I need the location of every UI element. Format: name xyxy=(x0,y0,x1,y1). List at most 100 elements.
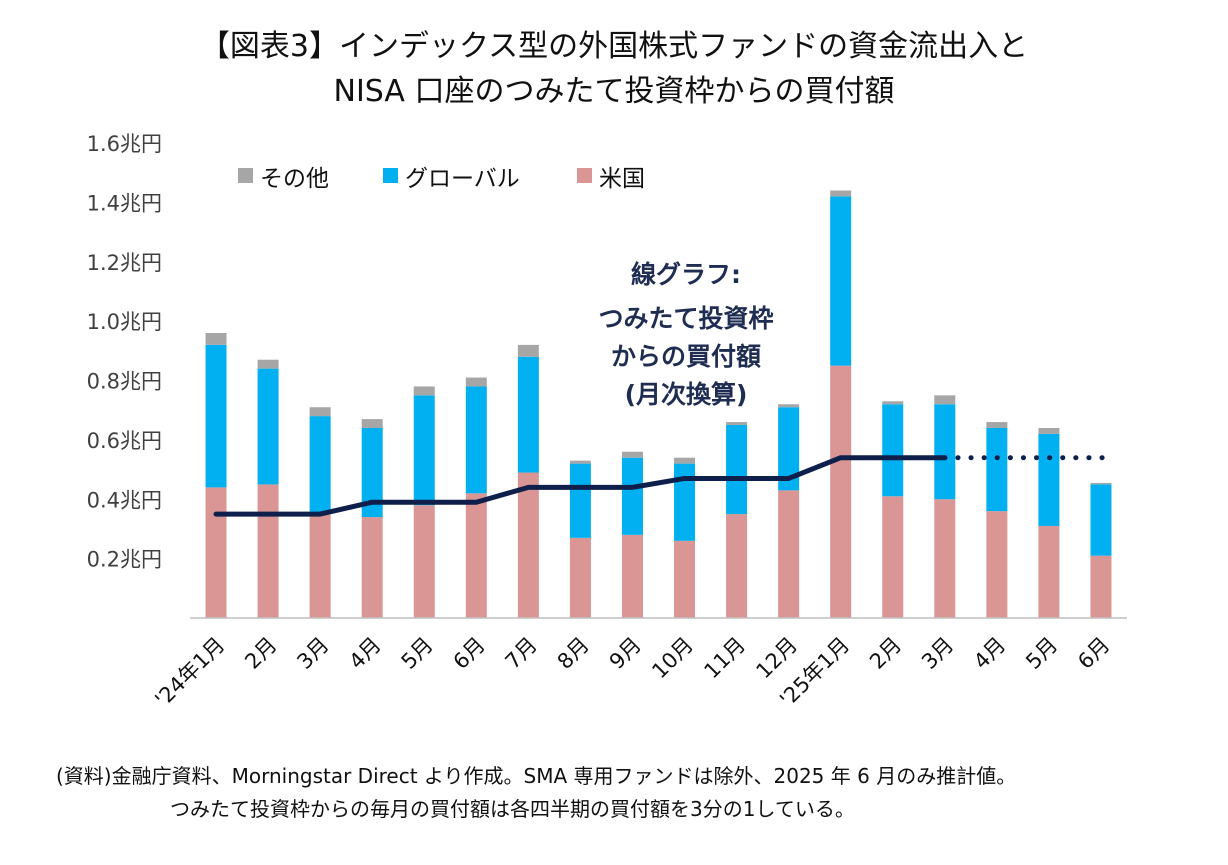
x-tick-label: 5月 xyxy=(397,633,438,674)
bar-other-segment xyxy=(1090,482,1112,485)
bar-us-segment xyxy=(1038,525,1060,618)
bar-other-segment xyxy=(205,333,227,345)
chart-title-line-2: NISA 口座のつみたて投資枠からの買付額 xyxy=(334,74,895,109)
x-tick-label: 11月 xyxy=(699,633,750,684)
legend-swatch-other xyxy=(238,168,253,183)
bar-global-segment xyxy=(205,344,227,488)
bar-other-segment xyxy=(569,460,591,464)
bar-global-segment xyxy=(465,386,487,494)
x-tick-label: 2月 xyxy=(865,633,906,674)
x-tick-label: 4月 xyxy=(344,633,385,674)
bar-other-segment xyxy=(778,404,800,408)
y-tick-label: 0.4兆円 xyxy=(87,488,162,512)
bar-other-segment xyxy=(934,395,956,405)
legend-swatch-global xyxy=(383,168,398,183)
x-tick-label: 3月 xyxy=(292,633,333,674)
x-tick-label: 7月 xyxy=(501,633,542,674)
bar-other-segment xyxy=(621,451,643,458)
bar-us-segment xyxy=(674,540,696,618)
bar-global-segment xyxy=(257,368,279,485)
bar-us-segment xyxy=(569,537,591,618)
bar-us-segment xyxy=(205,487,227,618)
bar-us-segment xyxy=(882,496,904,618)
bar-other-segment xyxy=(726,422,748,426)
x-axis: '24年1月 2月 3月 4月 5月 6月 7月 8月 9月 10月 11月 12月'25年1月 2月 3… xyxy=(150,633,1114,712)
bar-other-segment xyxy=(309,407,331,417)
bar-global-segment xyxy=(309,416,331,515)
legend-label-us: 米国 xyxy=(599,166,645,192)
legend-label-other: その他 xyxy=(260,166,329,192)
bar-global-segment xyxy=(1038,433,1060,526)
bar-stacks xyxy=(205,190,1112,618)
bar-us-segment xyxy=(413,505,435,618)
bar-global-segment xyxy=(413,395,435,506)
bar-other-segment xyxy=(517,344,539,357)
legend-swatch-us xyxy=(577,168,592,183)
bar-us-segment xyxy=(517,472,539,618)
y-tick-label: 1.4兆円 xyxy=(87,191,162,215)
y-tick-label: 1.6兆円 xyxy=(87,132,162,156)
bar-other-segment xyxy=(830,190,852,197)
y-tick-label: 0.2兆円 xyxy=(87,548,162,572)
bar-other-segment xyxy=(1038,428,1060,434)
bar-global-segment xyxy=(621,457,643,535)
bar-global-segment xyxy=(674,463,696,541)
legend: その他 グローバル 米国 xyxy=(238,166,645,192)
x-tick-label: 2月 xyxy=(240,633,281,674)
bar-global-segment xyxy=(882,404,904,497)
bar-us-segment xyxy=(986,511,1008,618)
bar-global-segment xyxy=(830,196,852,366)
bar-global-segment xyxy=(569,463,591,538)
x-tick-label: 3月 xyxy=(917,633,958,674)
bar-global-segment xyxy=(517,356,539,473)
bar-us-segment xyxy=(621,534,643,618)
x-tick-label: 10月 xyxy=(647,633,698,684)
bar-other-segment xyxy=(413,386,435,396)
bar-global-segment xyxy=(986,428,1008,512)
y-tick-label: 1.2兆円 xyxy=(87,251,162,275)
bar-other-segment xyxy=(674,457,696,464)
x-tick-label: 6月 xyxy=(1073,633,1114,674)
x-tick-label: 6月 xyxy=(449,633,490,674)
bar-other-segment xyxy=(465,377,487,387)
chart-title-line-1: 【図表3】インデックス型の外国株式ファンドの資金流出入と xyxy=(200,29,1028,64)
bar-us-segment xyxy=(778,490,800,618)
line-series-solid xyxy=(213,455,948,517)
annotation-line-2: つみたて投資枠 xyxy=(598,304,773,333)
bar-us-segment xyxy=(309,514,331,618)
y-tick-label: 1.0兆円 xyxy=(87,310,162,334)
line-annotation: 線グラフ: つみたて投資枠 からの買付額 (月次換算) xyxy=(598,260,773,409)
bar-other-segment xyxy=(986,422,1008,428)
bar-us-segment xyxy=(830,365,852,618)
bar-us-segment xyxy=(361,517,383,618)
bar-other-segment xyxy=(361,419,383,428)
x-tick-label: 8月 xyxy=(553,633,594,674)
y-tick-label: 0.6兆円 xyxy=(87,429,162,453)
source-note-line-2: つみたて投資枠からの毎月の買付額は各四半期の買付額を3分の1している。 xyxy=(170,797,855,821)
x-tick-label: 4月 xyxy=(969,633,1010,674)
x-tick-label: 9月 xyxy=(605,633,646,674)
legend-label-global: グローバル xyxy=(405,166,520,192)
annotation-line-4: (月次換算) xyxy=(625,380,748,409)
x-tick-label: 5月 xyxy=(1021,633,1062,674)
bar-us-segment xyxy=(726,514,748,618)
bar-global-segment xyxy=(726,425,748,515)
bar-us-segment xyxy=(257,484,279,618)
bar-global-segment xyxy=(778,407,800,491)
bar-global-segment xyxy=(934,404,956,500)
bar-global-segment xyxy=(1090,484,1112,556)
y-axis: 0.2兆円 0.4兆円 0.6兆円 0.8兆円 1.0兆円 1.2兆円 1.4兆円 1.6兆円 xyxy=(87,132,162,572)
y-tick-label: 0.8兆円 xyxy=(87,370,162,394)
annotation-line-1: 線グラフ: xyxy=(631,260,741,289)
bar-us-segment xyxy=(934,499,956,618)
bar-us-segment xyxy=(465,493,487,618)
line-series xyxy=(213,455,1116,517)
bar-other-segment xyxy=(882,401,904,405)
source-note-line-1: (資料)金融庁資料、Morningstar Direct より作成。SMA 専用… xyxy=(56,764,1016,788)
x-tick-label: '24年1月 xyxy=(150,633,229,712)
bar-other-segment xyxy=(257,359,279,369)
bar-global-segment xyxy=(361,428,383,518)
annotation-line-3: からの買付額 xyxy=(611,342,761,371)
bar-us-segment xyxy=(1090,555,1112,618)
